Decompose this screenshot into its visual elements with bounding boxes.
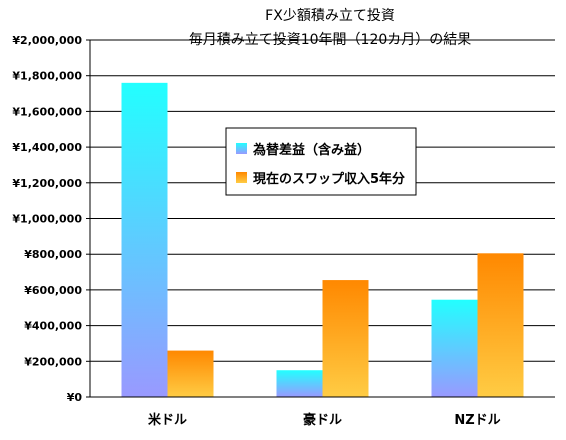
y-tick-label: ¥2,000,000 [12,34,82,47]
bar-swap-income-1 [322,280,369,397]
x-category-label: 米ドル [148,412,187,428]
x-axis-categories: 米ドル 豪ドル NZドル [148,412,501,428]
y-tick-label: ¥1,000,000 [12,213,82,226]
bar-fx-gain-2 [431,299,478,397]
y-tick-label: ¥400,000 [24,320,82,333]
bar-swap-income-0 [167,350,214,397]
x-category-label: NZドル [454,413,500,428]
y-tick-label: ¥1,800,000 [12,70,82,83]
y-tick-label: ¥1,200,000 [12,177,82,190]
legend: 為替差益（含み益） 現在のスワップ収入5年分 [225,127,417,196]
chart-title: FX少額積み立て投資 [265,8,395,24]
legend-label: 現在のスワップ収入5年分 [253,171,405,187]
bar-swap-income-2 [477,253,524,397]
x-category-label: 豪ドル [303,412,342,428]
y-tick-label: ¥800,000 [24,248,82,261]
bar-fx-gain-0 [121,82,168,397]
y-tick-label: ¥1,600,000 [12,105,82,118]
y-axis-ticks: ¥0 ¥200,000 ¥400,000 ¥600,000 ¥800,000 ¥1,000… [12,34,90,404]
y-tick-label: ¥0 [67,391,83,404]
y-tick-label: ¥200,000 [24,355,82,368]
legend-swatch [236,172,247,183]
legend-label: 為替差益（含み益） [253,142,370,158]
y-tick-label: ¥600,000 [24,284,82,297]
legend-box [225,127,417,196]
legend-swatch [236,143,247,154]
bar-fx-gain-1 [276,370,323,397]
y-tick-label: ¥1,400,000 [12,141,82,154]
bars [121,82,524,397]
